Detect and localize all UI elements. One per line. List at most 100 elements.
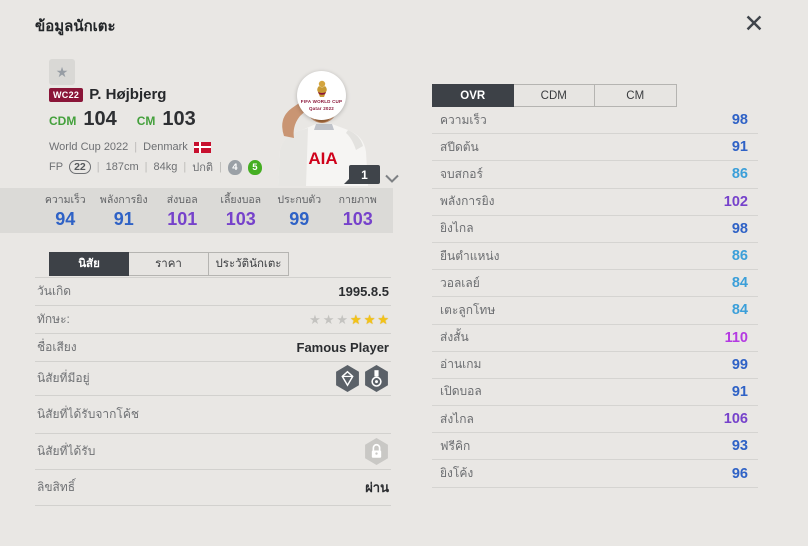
stat-label: ส่งสั้น xyxy=(440,330,469,345)
trait-engine-icon xyxy=(364,365,389,392)
stat-value: 86 xyxy=(731,166,748,183)
stat-label: สปีดต้น xyxy=(440,139,479,154)
star-icon: ★ xyxy=(322,311,335,327)
tab-cm[interactable]: CM xyxy=(595,84,677,107)
row-license: ลิขสิทธิ์ ผ่าน xyxy=(35,470,391,506)
svg-text:AIA: AIA xyxy=(308,149,337,168)
stat-label: ประกบตัว xyxy=(277,194,322,206)
page-title: ข้อมูลนักเตะ xyxy=(35,18,116,35)
season-badge: WC22 xyxy=(49,87,84,102)
summary-stat: เลี้ยงบอล 103 xyxy=(212,191,271,230)
weight-value: 84kg xyxy=(153,161,178,173)
stat-label: พลังการยิง xyxy=(440,194,495,209)
stat-value: 98 xyxy=(731,220,748,237)
stat-value: 86 xyxy=(731,248,748,265)
chevron-down-icon[interactable] xyxy=(385,170,399,188)
world-cup-badge: FIFA WORLD CUP Qatar 2022 xyxy=(297,71,346,120)
condition-value: ปกติ xyxy=(192,162,214,174)
fp-level-badge: 22 xyxy=(69,160,91,174)
tab-price[interactable]: ราคา xyxy=(129,252,209,276)
info-tab-strip: นิสัย ราคา ประวัตินักเตะ xyxy=(49,252,289,276)
stat-label: ยืนตำแหน่ง xyxy=(440,248,500,263)
tab-traits[interactable]: นิสัย xyxy=(49,252,129,276)
stat-row: ส่งสั้น 110 xyxy=(432,325,758,352)
stat-label: ส่งบอล xyxy=(166,194,198,206)
stat-row: ฟรีคิก 93 xyxy=(432,433,758,461)
close-icon[interactable]: ✕ xyxy=(743,10,765,38)
position-value: 104 xyxy=(83,108,117,130)
summary-stat: กายภาพ 103 xyxy=(329,191,388,230)
stat-row: วอลเลย์ 84 xyxy=(432,270,758,298)
stat-value: 103 xyxy=(225,209,256,229)
stat-label: วอลเลย์ xyxy=(440,275,480,290)
stat-value: 99 xyxy=(289,209,310,229)
stat-value: 106 xyxy=(723,411,748,428)
row-traits: นิสัยที่มีอยู่ xyxy=(35,362,391,396)
tab-cdm[interactable]: CDM xyxy=(513,84,595,107)
stat-row: สปีดต้น 91 xyxy=(432,134,758,162)
row-coach-traits: นิสัยที่ได้รับจากโค้ช xyxy=(35,396,391,434)
summary-stat: ความเร็ว 94 xyxy=(36,191,95,230)
tab-history[interactable]: ประวัตินักเตะ xyxy=(209,252,289,276)
stat-value: 99 xyxy=(731,356,748,373)
stat-row: ส่งไกล 106 xyxy=(432,406,758,434)
stat-label: เลี้ยงบอล xyxy=(220,194,262,206)
stat-row: จบสกอร์ 86 xyxy=(432,161,758,189)
detail-stats-list: ความเร็ว 98 สปีดต้น 91 จบสกอร์ 86 พลังกา… xyxy=(432,107,758,488)
height-value: 187cm xyxy=(105,161,139,173)
star-icon: ★ xyxy=(377,311,389,327)
position-label: CM xyxy=(136,114,156,128)
stat-label: ยิงโค้ง xyxy=(440,466,474,481)
player-identity: WC22 P. Højbjerg xyxy=(49,86,166,103)
skill-stars: ★ ★ ★ ★ ★ ★ xyxy=(309,312,389,328)
trait-icons xyxy=(335,365,389,392)
star-icon: ★ xyxy=(363,311,376,327)
stat-label: จบสกอร์ xyxy=(440,166,483,181)
stat-label: ยิงไกล xyxy=(440,221,474,236)
stat-value: 84 xyxy=(731,275,748,292)
player-meta-season: World Cup 2022 | Denmark xyxy=(49,141,211,153)
stat-row: ยิงไกล 98 xyxy=(432,216,758,243)
stat-value: 101 xyxy=(167,209,198,229)
trait-gem-icon xyxy=(335,365,360,392)
stat-tab-strip: OVR CDM CM xyxy=(432,84,677,107)
card-count-value: 1 xyxy=(361,167,368,182)
row-earned-traits: นิสัยที่ได้รับ xyxy=(35,434,391,470)
player-info-list: วันเกิด 1995.8.5 ทักษะ: ★ ★ ★ ★ ★ ★ ชื่อ… xyxy=(35,277,391,506)
stat-row: พลังการยิง 102 xyxy=(432,189,758,216)
locked-trait-icon xyxy=(364,438,389,465)
summary-stat: พลังการยิง 91 xyxy=(95,191,154,230)
stat-value: 98 xyxy=(731,112,748,129)
tab-ovr[interactable]: OVR xyxy=(432,84,514,107)
summary-stat: ประกบตัว 99 xyxy=(270,191,329,230)
star-icon: ★ xyxy=(309,311,321,327)
star-icon: ★ xyxy=(336,311,349,327)
nation-label: Denmark xyxy=(143,141,188,153)
stat-label: ส่งไกล xyxy=(440,411,474,426)
badge-text: Qatar 2022 xyxy=(308,105,335,111)
stat-row: เตะลูกโทษ 84 xyxy=(432,297,758,325)
trophy-icon xyxy=(316,80,327,98)
stat-value: 103 xyxy=(342,209,373,229)
stat-value: 110 xyxy=(724,329,748,346)
summary-stat: ส่งบอล 101 xyxy=(153,191,212,230)
stat-label: ฟรีคิก xyxy=(440,438,471,453)
stat-label: ความเร็ว xyxy=(44,194,86,206)
player-photo: AIA xyxy=(248,58,393,186)
stat-value: 93 xyxy=(731,438,748,455)
star-icon: ★ xyxy=(350,311,362,327)
tournament-label: World Cup 2022 xyxy=(49,141,129,153)
stat-row: เปิดบอล 91 xyxy=(432,379,758,407)
player-meta-physical: FP 22 | 187cm | 84kg | ปกติ | 4 5 xyxy=(49,158,262,176)
card-count-dropdown[interactable]: 1 xyxy=(344,165,380,184)
weak-foot-icon: 4 xyxy=(227,159,242,175)
stat-value: 96 xyxy=(731,465,748,482)
stat-value: 91 xyxy=(731,139,748,156)
stat-label: เตะลูกโทษ xyxy=(440,302,496,317)
stat-value: 102 xyxy=(723,193,748,210)
row-skill: ทักษะ: ★ ★ ★ ★ ★ ★ xyxy=(35,306,391,334)
favorite-star-button[interactable]: ★ xyxy=(49,59,75,85)
stat-label: ความเร็ว xyxy=(440,112,487,127)
stat-label: อ่านเกม xyxy=(440,357,482,372)
